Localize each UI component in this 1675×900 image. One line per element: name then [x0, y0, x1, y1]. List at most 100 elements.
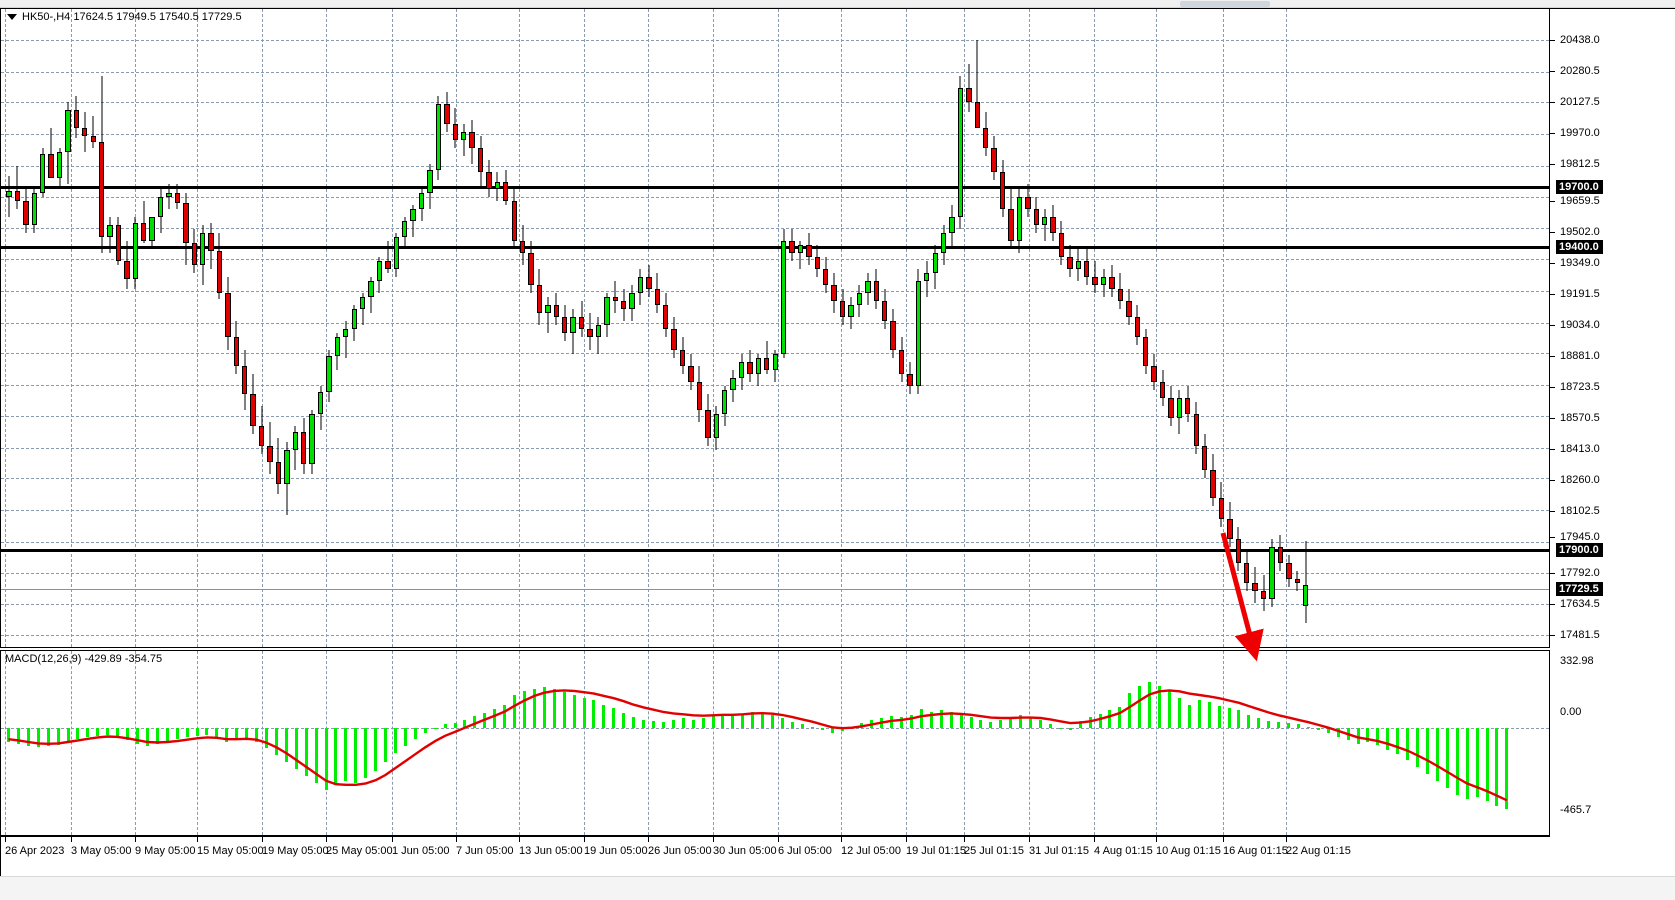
time-axis-label: 7 Jun 05:00	[456, 845, 514, 857]
macd-scale-axis[interactable]: 332.98 0.00 -465.7	[1550, 650, 1675, 836]
candle	[983, 9, 989, 647]
candle	[199, 9, 206, 647]
macd-histogram-bar	[1168, 690, 1171, 728]
time-tick	[71, 837, 72, 842]
candle	[890, 9, 896, 647]
candle	[688, 9, 694, 647]
candle-wick	[1305, 540, 1307, 624]
level-line-19700.0[interactable]	[1, 186, 1549, 189]
macd-histogram-bar	[433, 727, 437, 729]
candle-body	[789, 240, 795, 253]
candle	[115, 9, 122, 647]
candle	[646, 9, 652, 647]
price-label-highlighted: 17729.5	[1556, 582, 1603, 596]
candle	[107, 9, 113, 647]
candle-body	[107, 224, 113, 237]
macd-histogram-bar	[731, 715, 735, 728]
macd-histogram-bar	[1475, 727, 1479, 797]
macd-plot-area[interactable]	[1, 651, 1549, 835]
gridline-vertical	[519, 651, 520, 835]
candle-body	[823, 269, 829, 286]
candle	[1117, 9, 1124, 647]
macd-histogram-bar	[314, 727, 318, 783]
candle	[174, 9, 181, 647]
gridline-vertical	[584, 651, 585, 835]
macd-histogram-bar	[612, 708, 616, 728]
candle	[65, 9, 71, 647]
candle	[764, 9, 770, 647]
macd-histogram-bar	[532, 688, 536, 728]
candle	[477, 9, 484, 647]
candle-body	[452, 124, 458, 141]
price-label: 17634.5	[1560, 598, 1600, 610]
candle	[73, 9, 80, 647]
candle	[823, 9, 829, 647]
macd-histogram-bar	[245, 727, 249, 739]
candle	[284, 9, 290, 647]
macd-histogram-bar	[205, 727, 209, 735]
price-label: 20127.5	[1560, 96, 1600, 108]
candle	[999, 9, 1006, 647]
candle	[865, 9, 871, 647]
macd-histogram-bar	[364, 727, 368, 779]
macd-histogram-bar	[1237, 710, 1241, 728]
candle-body	[216, 250, 223, 294]
macd-histogram-bar	[1217, 705, 1221, 728]
gridline-vertical	[778, 651, 779, 835]
time-tick	[5, 837, 6, 842]
time-axis-label: 6 Jul 05:00	[778, 845, 832, 857]
candle	[359, 9, 366, 647]
candle	[1159, 9, 1166, 647]
candle-body	[671, 329, 677, 350]
time-axis-label: 19 Jun 05:00	[584, 845, 648, 857]
price-scale-axis[interactable]: 20438.0 20280.5 20127.5 19970.0 19812.5 19700…	[1550, 8, 1675, 648]
triangle-down-icon[interactable]	[7, 14, 17, 20]
macd-histogram-bar	[781, 718, 784, 728]
macd-histogram-bar	[761, 712, 765, 728]
candle	[1218, 9, 1225, 647]
price-chart-panel[interactable]: HK50-,H4 17624.5 17949.5 17540.5 17729.5	[0, 8, 1550, 648]
price-label: 18413.0	[1560, 443, 1600, 455]
macd-indicator-panel[interactable]: MACD(12,26,9) -429.89 -354.75	[0, 650, 1550, 836]
candle	[141, 9, 147, 647]
candle	[991, 9, 997, 647]
macd-histogram-bar	[910, 715, 913, 728]
macd-histogram-bar	[76, 727, 80, 740]
price-label: 19502.0	[1560, 226, 1600, 238]
macd-histogram-bar	[1287, 723, 1291, 728]
level-line-17900.0[interactable]	[1, 549, 1549, 552]
macd-histogram-bar	[1336, 727, 1340, 737]
macd-histogram-bar	[711, 715, 715, 728]
scrollbar-thumb[interactable]	[1180, 1, 1270, 7]
candle-body	[949, 216, 955, 233]
macd-histogram-bar	[1128, 693, 1132, 728]
price-label: 19812.5	[1560, 158, 1600, 170]
candle-body	[545, 305, 551, 314]
candle-body	[393, 236, 399, 269]
horizontal-scrollbar[interactable]	[0, 0, 1675, 8]
candle	[696, 9, 703, 647]
macd-histogram-bar	[294, 727, 298, 770]
candle-body	[258, 426, 265, 447]
candle-wick	[143, 200, 145, 243]
candle-body	[1227, 518, 1233, 539]
time-axis[interactable]: 26 Apr 2023 3 May 05:00 9 May 05:00 15 May …	[0, 836, 1550, 876]
candle	[612, 9, 618, 647]
macd-histogram-bar	[1158, 686, 1162, 728]
macd-histogram-bar	[979, 719, 983, 728]
gridline-vertical	[964, 651, 965, 835]
candle-body	[385, 260, 391, 270]
macd-histogram-bar	[413, 727, 417, 740]
candle-body	[486, 172, 492, 189]
candle-body	[427, 170, 433, 193]
price-plot-area[interactable]	[1, 9, 1549, 647]
candle-body	[924, 273, 930, 282]
candle	[629, 9, 635, 647]
candle-wick	[92, 116, 94, 149]
level-line-19400.0[interactable]	[1, 246, 1549, 249]
macd-histogram-bar	[1356, 727, 1360, 744]
macd-histogram-bar	[1386, 727, 1390, 750]
macd-histogram-bar	[344, 727, 348, 781]
candle	[940, 9, 947, 647]
candle-body	[82, 128, 88, 137]
